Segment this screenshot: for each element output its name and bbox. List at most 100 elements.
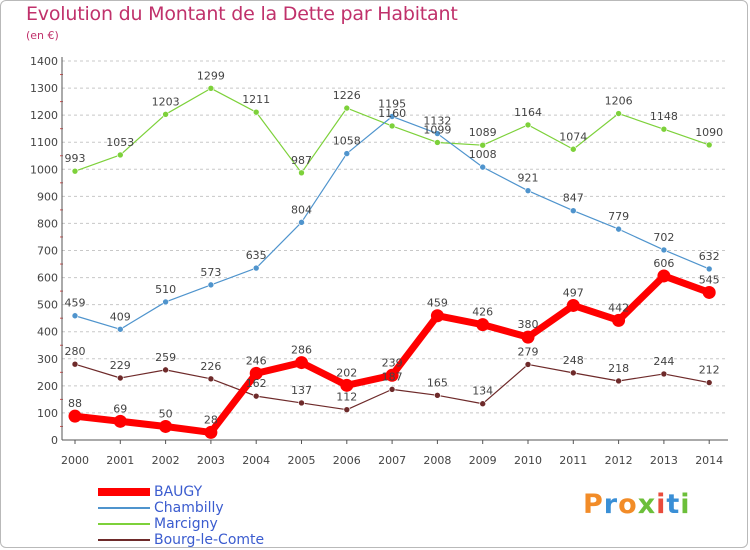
data-point [705,379,713,386]
data-point [434,139,441,146]
data-label: 1053 [106,136,134,149]
data-label: 545 [699,273,720,286]
chart-unit: (en €) [26,29,59,42]
chart-title: Evolution du Montant de la Dette par Hab… [26,3,458,25]
data-label: 635 [246,249,267,262]
data-label: 218 [608,362,629,375]
data-point [298,169,305,177]
data-label: 28 [204,413,218,426]
y-tick-label: 100 [37,407,58,420]
data-point [207,85,215,92]
data-point [295,356,308,370]
x-tick-label: 2007 [378,454,406,467]
x-tick-label: 2010 [514,454,542,467]
x-tick-label: 2006 [333,454,361,467]
data-point [660,246,668,254]
data-point [702,285,716,299]
x-tick-label: 2004 [242,454,270,467]
data-point [430,309,444,323]
data-label: 426 [472,306,493,319]
data-label: 226 [200,360,221,373]
data-label: 229 [110,359,131,372]
data-point [615,110,622,117]
data-point [479,141,487,149]
data-label: 409 [110,310,131,323]
data-point [117,151,124,159]
legend-label: Bourg-le-Comte [154,532,265,548]
data-label: 1008 [469,148,497,161]
data-label: 1160 [378,107,406,120]
data-label: 804 [291,203,312,216]
data-point [434,130,441,137]
data-point [615,377,622,385]
data-label: 1089 [469,126,497,139]
data-label: 246 [246,354,267,367]
data-point [162,111,169,118]
data-point [68,409,82,423]
data-point [657,269,671,283]
legend-label: BAUGY [154,484,203,500]
data-label: 1226 [333,89,361,102]
data-point [569,145,577,153]
data-point [159,419,173,433]
data-label: 779 [608,210,629,223]
y-tick-label: 1200 [30,109,58,122]
data-point [524,121,532,129]
data-label: 1074 [559,130,587,143]
data-point [162,298,169,306]
x-tick-label: 2011 [559,454,587,467]
data-label: 459 [427,297,448,310]
data-point [113,414,127,428]
data-label: 1164 [514,106,542,119]
data-point [434,392,441,399]
data-label: 134 [472,385,493,398]
data-label: 380 [518,318,539,331]
x-tick-label: 2001 [106,454,134,467]
y-tick-label: 400 [37,326,58,339]
data-label: 244 [653,355,674,368]
data-point [71,312,79,320]
data-point [615,225,622,233]
legend-swatch [98,523,150,525]
x-tick-label: 2002 [152,454,180,467]
data-label: 1195 [378,97,406,110]
data-label: 1058 [333,135,361,148]
legend-swatch [98,539,150,541]
y-tick-label: 900 [37,190,58,203]
data-label: 69 [113,402,127,415]
data-point [569,207,577,215]
data-point [388,113,396,120]
data-label: 1206 [605,95,633,108]
data-label: 280 [65,345,86,358]
data-label: 187 [382,370,403,383]
data-point [71,360,79,368]
data-point [343,150,351,157]
legend-swatch [98,488,150,496]
y-tick-label: 1000 [30,163,58,176]
y-tick-label: 1400 [30,55,58,68]
x-tick-label: 2009 [469,454,497,467]
data-label: 702 [653,231,674,244]
data-label: 510 [155,283,176,296]
x-tick-label: 2005 [288,454,316,467]
data-point [117,325,124,333]
data-point [612,313,626,327]
data-point [71,167,79,175]
data-point [343,406,351,413]
data-point [298,399,305,407]
data-label: 847 [563,192,584,205]
legend-label: Chambilly [154,500,224,516]
data-label: 1148 [650,110,678,123]
data-point [340,378,354,392]
data-label: 1090 [695,126,723,139]
data-point [521,330,535,344]
data-label: 1203 [152,95,180,108]
legend-label: Marcigny [154,516,218,532]
data-label: 573 [200,266,221,279]
data-point [385,368,399,382]
y-tick-label: 500 [37,299,58,312]
data-label: 137 [291,384,312,397]
data-label: 212 [699,364,720,377]
data-label: 1299 [197,69,225,82]
